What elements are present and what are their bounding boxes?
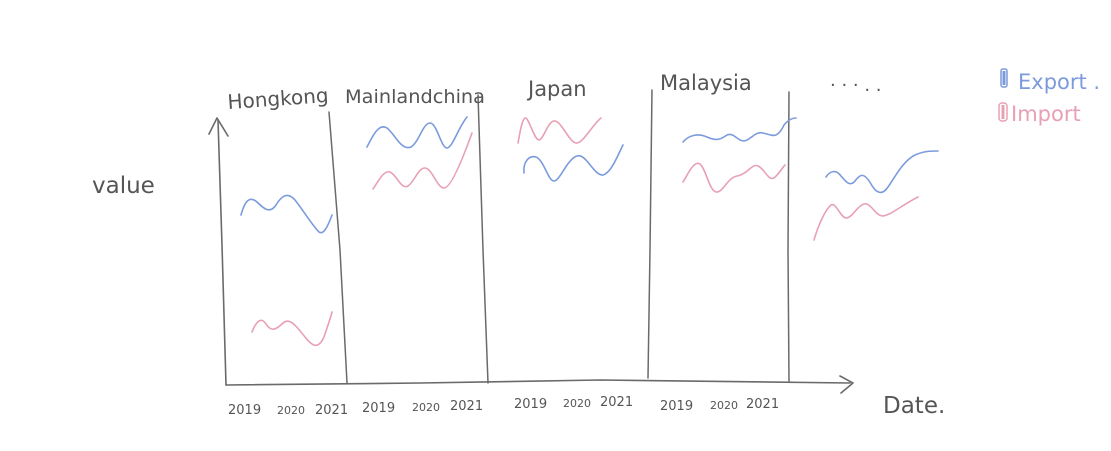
y-axis-label: value [92,173,155,199]
panel-title-more: · · · . . [830,75,882,96]
hongkong-import-line [251,311,333,347]
panel-divider-3 [647,89,653,379]
y-axis [217,119,227,386]
year-label-hongkong-2019: 2019 [228,403,261,418]
year-label-japan-2020: 2020 [563,397,591,410]
year-label-mainlandchina-2021: 2021 [450,399,483,414]
legend-import-label: Import [1011,102,1081,126]
panel-divider-1 [328,111,348,384]
legend-export-label: Export . [1018,70,1100,94]
hongkong-export-line [240,194,333,234]
year-label-mainlandchina-2020: 2020 [412,401,440,414]
malaysia-import-line [682,162,786,193]
panel-title-hongkong: Hongkong [227,83,330,114]
year-label-hongkong-2020: 2020 [277,404,305,417]
x-axis-label: Date. [883,393,945,419]
panel-divider-4 [787,91,790,382]
year-label-japan-2021: 2021 [600,395,633,410]
legend-export-swatch [1000,68,1008,88]
malaysia-export-line [682,117,797,143]
panel-title-mainlandchina: Mainlandchina [345,86,485,108]
year-label-hongkong-2021: 2021 [315,403,348,418]
panel-divider-2 [477,94,489,384]
panel-title-malaysia: Malaysia [660,71,752,95]
more-export-line [825,150,939,194]
more-import-line [813,196,919,241]
mainlandchina-import-line [372,132,473,190]
year-label-malaysia-2021: 2021 [746,397,779,412]
year-label-malaysia-2019: 2019 [660,399,693,414]
x-axis [225,379,851,386]
year-label-japan-2019: 2019 [514,397,547,412]
legend-import-swatch [998,102,1008,122]
panel-title-japan: Japan [526,77,587,101]
mainlandchina-export-line [366,116,468,149]
year-label-malaysia-2020: 2020 [710,399,738,412]
y-axis-arrowhead [208,117,229,137]
japan-import-line [517,117,602,144]
year-label-mainlandchina-2019: 2019 [362,401,395,416]
japan-export-line [523,144,624,182]
x-axis-arrowhead [839,375,854,394]
